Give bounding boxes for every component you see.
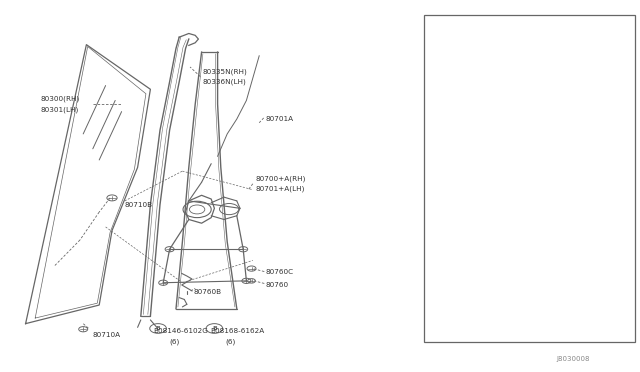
Text: S08310-61212: S08310-61212 xyxy=(458,251,511,257)
Text: B08146-6102G: B08146-6102G xyxy=(154,328,209,334)
Text: (6): (6) xyxy=(225,338,236,345)
Text: B: B xyxy=(212,326,217,331)
Text: B: B xyxy=(156,326,161,331)
Text: (6): (6) xyxy=(169,338,179,345)
Text: S: S xyxy=(456,251,461,256)
Text: 80701+A(LH): 80701+A(LH) xyxy=(256,186,305,192)
Text: 80701A: 80701A xyxy=(266,116,294,122)
Text: 80710B: 80710B xyxy=(125,202,153,208)
Text: 80760B: 80760B xyxy=(193,289,221,295)
Text: 80710A: 80710A xyxy=(93,332,121,338)
Text: 80700+A(RH): 80700+A(RH) xyxy=(256,175,307,182)
Text: 80336N(LH): 80336N(LH) xyxy=(203,78,246,85)
Text: 80760C: 80760C xyxy=(266,269,294,275)
Text: F/POWER WINDOWS: F/POWER WINDOWS xyxy=(428,28,504,37)
Text: J8030008: J8030008 xyxy=(557,356,590,362)
Text: 80700(RH): 80700(RH) xyxy=(467,56,506,63)
Text: 80730(RH): 80730(RH) xyxy=(428,153,467,160)
Text: 80731(LH): 80731(LH) xyxy=(428,163,466,170)
Text: 80760: 80760 xyxy=(266,282,289,288)
Text: 80300(RH): 80300(RH) xyxy=(40,95,79,102)
Bar xyxy=(424,15,635,342)
Text: (6): (6) xyxy=(472,261,483,267)
Text: 80335N(RH): 80335N(RH) xyxy=(203,68,248,75)
Text: B08168-6162A: B08168-6162A xyxy=(210,328,264,334)
Text: 80701(LH): 80701(LH) xyxy=(467,67,506,73)
Text: 80301(LH): 80301(LH) xyxy=(40,106,79,113)
